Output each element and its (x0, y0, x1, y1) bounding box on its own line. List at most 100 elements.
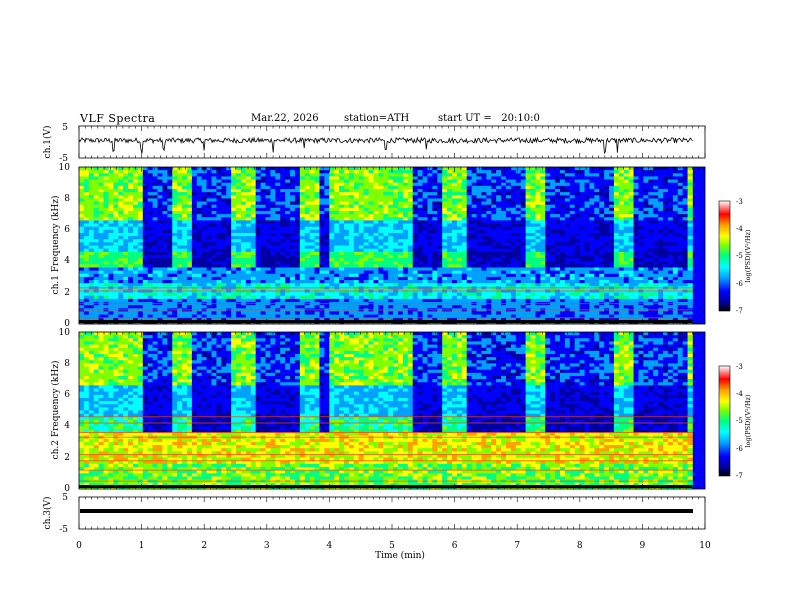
spectrogram-cell (407, 220, 414, 224)
spectrogram-cell (412, 201, 418, 205)
spectrogram-cell (275, 261, 281, 265)
spectrogram-cell (236, 267, 242, 271)
spectrogram-cell (456, 292, 463, 297)
spectrogram-cell (123, 273, 129, 278)
spectrogram-cell (427, 267, 433, 271)
spectrogram-cell (88, 245, 95, 249)
spectrogram-cell (329, 201, 335, 205)
spectrogram-cell (123, 210, 129, 215)
spectrogram-cell (373, 283, 379, 287)
spectrogram-cell (103, 179, 109, 183)
spectrogram-cell (285, 217, 291, 221)
spectrogram-cell (452, 220, 458, 224)
spectrogram-cell (486, 214, 492, 218)
spectrogram-cell (191, 280, 198, 284)
spectrogram-cell (373, 305, 379, 309)
spectrogram-cell (422, 273, 428, 278)
spectrogram-cell (211, 170, 217, 174)
spectrogram-cell (432, 167, 438, 171)
spectrogram-cell (535, 292, 541, 297)
spectrogram-cell (79, 283, 85, 287)
spectrogram-cell (304, 217, 310, 221)
spectrogram-cell (98, 232, 104, 237)
spectrogram-cell (196, 217, 202, 221)
spectrogram-cell (339, 270, 345, 275)
spectrogram-cell (353, 220, 360, 224)
spectrogram-cell (442, 248, 448, 253)
spectrogram-cell (265, 270, 271, 275)
spectrogram-cell (83, 195, 90, 199)
spectrogram-cell (108, 298, 114, 303)
spectrogram-cell (236, 207, 242, 212)
spectrogram-cell (260, 192, 266, 196)
spectrogram-cell (260, 317, 266, 322)
spectrogram-cell (103, 192, 109, 196)
spectrogram-cell (339, 232, 345, 237)
spectrogram-cell (471, 236, 477, 240)
spectrogram-cell (280, 280, 286, 284)
spectrogram-cell (466, 226, 472, 231)
spectrogram-cell (314, 192, 320, 196)
spectrogram-cell (186, 311, 193, 315)
spectrogram-cell (108, 229, 114, 234)
spectrogram-cell (275, 280, 281, 284)
spectrogram-cell (182, 195, 188, 199)
spectrogram-cell (334, 179, 340, 183)
spectrogram-cell (442, 204, 448, 209)
spectrogram-cell (245, 204, 252, 209)
spectrogram-cell (118, 167, 124, 171)
spectrogram-cell (294, 176, 301, 180)
spectrogram-cell (530, 314, 536, 319)
spectrogram-cell (525, 314, 531, 319)
spectrogram-cell (398, 214, 404, 218)
spectrogram-cell (147, 182, 153, 187)
spectrogram-cell (216, 210, 222, 215)
spectrogram-cell (186, 217, 193, 221)
spectrogram-cell (412, 182, 418, 187)
spectrogram-cell (368, 292, 374, 297)
spectrogram-cell (137, 210, 144, 215)
spectrogram-cell (481, 264, 487, 268)
spectrogram-cell (486, 204, 492, 209)
spectrogram-cell (432, 201, 438, 205)
spectrogram-cell (231, 273, 237, 278)
spectrogram-cell (177, 245, 183, 249)
spectrogram-cell (162, 229, 168, 234)
spectrogram-cell (186, 305, 193, 309)
ch1-spectrogram-image (79, 167, 705, 325)
spectrogram-cell (182, 236, 188, 240)
spectrogram-cell (515, 239, 522, 243)
spectrogram-cell (358, 276, 364, 281)
spectrogram-cell (250, 242, 256, 246)
spectrogram-cell (402, 292, 409, 297)
spectrogram-cell (437, 254, 443, 259)
spectrogram-cell (491, 188, 497, 193)
spectrogram-cell (211, 223, 217, 227)
spectrogram-cell (132, 270, 139, 275)
spectrogram-cell (348, 214, 355, 218)
spectrogram-cell (334, 232, 340, 237)
spectrogram-cell (486, 317, 492, 322)
spectrogram-cell (186, 176, 193, 180)
spectrogram-cell (157, 170, 163, 174)
spectrogram-cell (314, 295, 320, 300)
spectrogram-cell (196, 314, 202, 319)
spectrogram-cell (501, 267, 507, 271)
spectrogram-cell (363, 195, 369, 199)
spectrogram-cell (456, 188, 463, 193)
spectrogram-cell (471, 232, 477, 237)
spectrogram-cell (471, 292, 477, 297)
spectrogram-cell (201, 258, 207, 262)
spectrogram-cell (128, 261, 134, 265)
spectrogram-cell (167, 254, 173, 259)
spectrogram-cell (255, 182, 261, 187)
spectrogram-cell (211, 276, 217, 281)
spectrogram-cell (108, 223, 114, 227)
spectrogram-cell (398, 182, 404, 187)
spectrogram-cell (211, 173, 217, 177)
spectrogram-cell (422, 258, 428, 262)
spectrogram-cell (152, 258, 158, 262)
spectrogram-cell (118, 270, 124, 275)
spectrogram-cell (368, 270, 374, 275)
spectrogram-cell (432, 220, 438, 224)
